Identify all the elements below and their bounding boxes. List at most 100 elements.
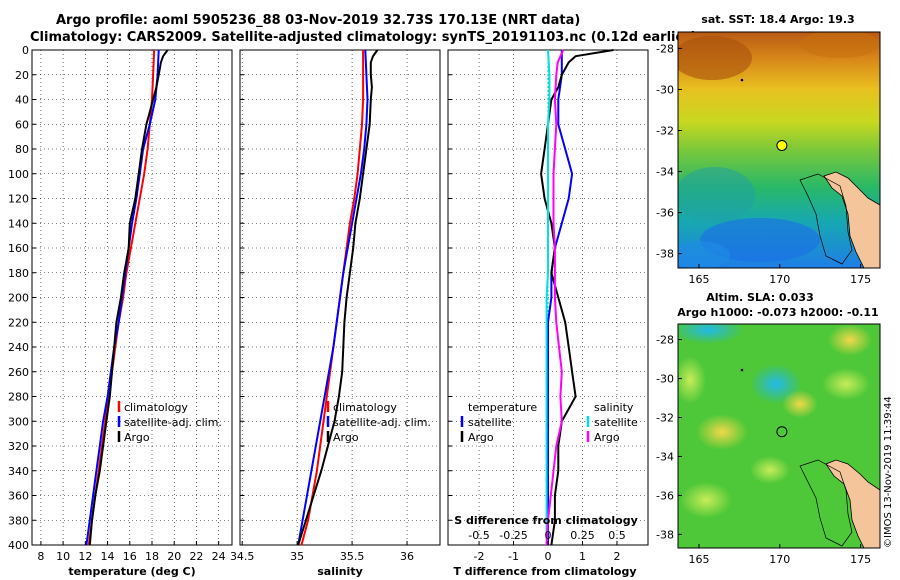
x-tick-label: 22 [189,550,203,563]
sla-light-patch [678,356,706,404]
x-tick-label: 8 [37,550,44,563]
legend-temperature-title: temperature [468,401,537,414]
difference-x-label: T difference from climatology [453,565,636,578]
sla-shelf-contour [799,459,853,547]
sla-map-frame [677,323,881,549]
map-y-tick-label: -30 [656,373,674,386]
x-tick-label: -1 [508,550,519,563]
map-y-tick-label: -38 [656,248,674,261]
sla-high-anomaly [828,324,872,356]
sst-map-frame [677,31,881,269]
s-tick-label: -0.5 [468,529,489,542]
series-satellite-adj-clim- [85,49,160,546]
series-temperature-argo [540,49,614,546]
y-tick-label: 220 [8,316,29,329]
x-tick-label: -2 [474,550,485,563]
legend-satellite-adj-label: satellite-adj. clim. [333,416,431,429]
legend-satellite-adj-label: satellite-adj. clim. [124,416,222,429]
y-tick-label: 300 [8,415,29,428]
series-satellite-adj-clim- [297,49,369,546]
x-tick-label: 12 [78,550,92,563]
legend-climatology-label: climatology [124,401,188,414]
sla-high-anomaly [696,414,748,450]
sla-light-patch [750,456,790,484]
x-tick-label: 1 [579,550,586,563]
map-y-tick-label: -32 [656,125,674,138]
legend-s-satellite-label: satellite [594,416,638,429]
legend-salinity-title: salinity [594,401,634,414]
legend-argo-label: Argo [333,431,359,444]
y-tick-label: 120 [8,193,29,206]
map-x-tick-label: 165 [689,273,710,286]
sst-cold-patch [678,241,730,268]
difference-panel: -2 -1 0 1 2 -0.5 -0.25 0 0.25 0.5 T difference fr… [447,49,649,578]
map-y-tick-label: -28 [656,334,674,347]
temperature-legend: climatology satellite-adj. clim. Argo [117,401,222,444]
new-zealand-land [823,171,880,268]
series-temperature-satellite [547,50,574,545]
legend-argo-label: Argo [124,431,150,444]
y-tick-label: 320 [8,440,29,453]
legend-t-satellite-label: satellite [468,416,512,429]
legend-climatology-label: climatology [333,401,397,414]
series-salinity-argo [545,49,565,546]
x-tick-label: 18 [145,550,159,563]
x-tick-label: 20 [167,550,181,563]
salinity-panel: 34.5 35 35.5 36 salinity climatology satell… [230,49,441,578]
y-tick-label: 340 [8,465,29,478]
x-tick-label: 24 [212,550,226,563]
x-tick-label: 16 [123,550,137,563]
sla-map-subtitle: Argo h1000: -0.073 h2000: -0.11 [677,306,878,319]
map-y-tick-label: -28 [656,42,674,55]
argo-location-marker [776,426,788,438]
s-tick-label: 0.5 [608,529,626,542]
x-tick-label: 0 [545,550,552,563]
new-zealand-land [825,459,880,548]
y-tick-label: 380 [8,514,29,527]
sst-warm-patch [678,36,752,80]
sst-map-panel: sat. SST: 18.4 Argo: 19.3 165 170 175 -28 -3… [656,13,881,286]
y-tick-label: 360 [8,490,29,503]
sla-low-anomaly [678,324,744,344]
y-tick-label: 400 [8,539,29,552]
sla-light-patch [680,482,732,518]
argo-location-marker [776,140,788,151]
sla-high-anomaly [782,390,818,418]
y-tick-label: 100 [8,168,29,181]
difference-temperature-legend: temperature satellite Argo [460,401,537,444]
y-tick-label: 60 [15,118,29,131]
map-y-tick-label: -36 [656,489,674,502]
imos-credit: ©IMOS 13-Nov-2019 11:39:44 [883,396,894,548]
y-tick-label: 20 [15,69,29,82]
map-y-tick-label: -38 [656,528,674,541]
sst-cold-patch [700,218,820,262]
y-tick-label: 200 [8,292,29,305]
legend-s-argo-label: Argo [594,431,620,444]
sla-map-panel: Altim. SLA: 0.033 Argo h1000: -0.073 h20… [656,291,881,566]
series-argo [297,49,379,546]
map-y-tick-label: -36 [656,207,674,220]
y-tick-label: 140 [8,217,29,230]
y-tick-label: 280 [8,391,29,404]
y-tick-label: 240 [8,341,29,354]
sla-map-title: Altim. SLA: 0.033 [706,291,813,304]
x-tick-label: 36 [400,550,414,563]
x-tick-label: 2 [613,550,620,563]
map-x-tick-label: 175 [850,553,871,566]
map-x-tick-label: 170 [769,553,790,566]
x-tick-label: 34.5 [230,550,255,563]
temperature-x-label: temperature (deg C) [68,565,195,578]
s-tick-label: 0 [545,529,552,542]
x-tick-label: 35 [290,550,304,563]
temperature-panel: 8 10 12 14 16 18 20 22 2402040608010012014016018… [8,44,233,578]
s-tick-label: -0.25 [499,529,527,542]
sla-island-dot [740,368,744,372]
y-tick-label: 260 [8,366,29,379]
map-x-tick-label: 170 [769,273,790,286]
x-tick-label: 10 [56,550,70,563]
sla-light-patch [822,368,870,400]
sst-warm-patch [800,32,880,58]
map-y-tick-label: -34 [656,450,674,463]
figure-title-line1: Argo profile: aoml 5905236_88 03-Nov-201… [56,13,580,28]
